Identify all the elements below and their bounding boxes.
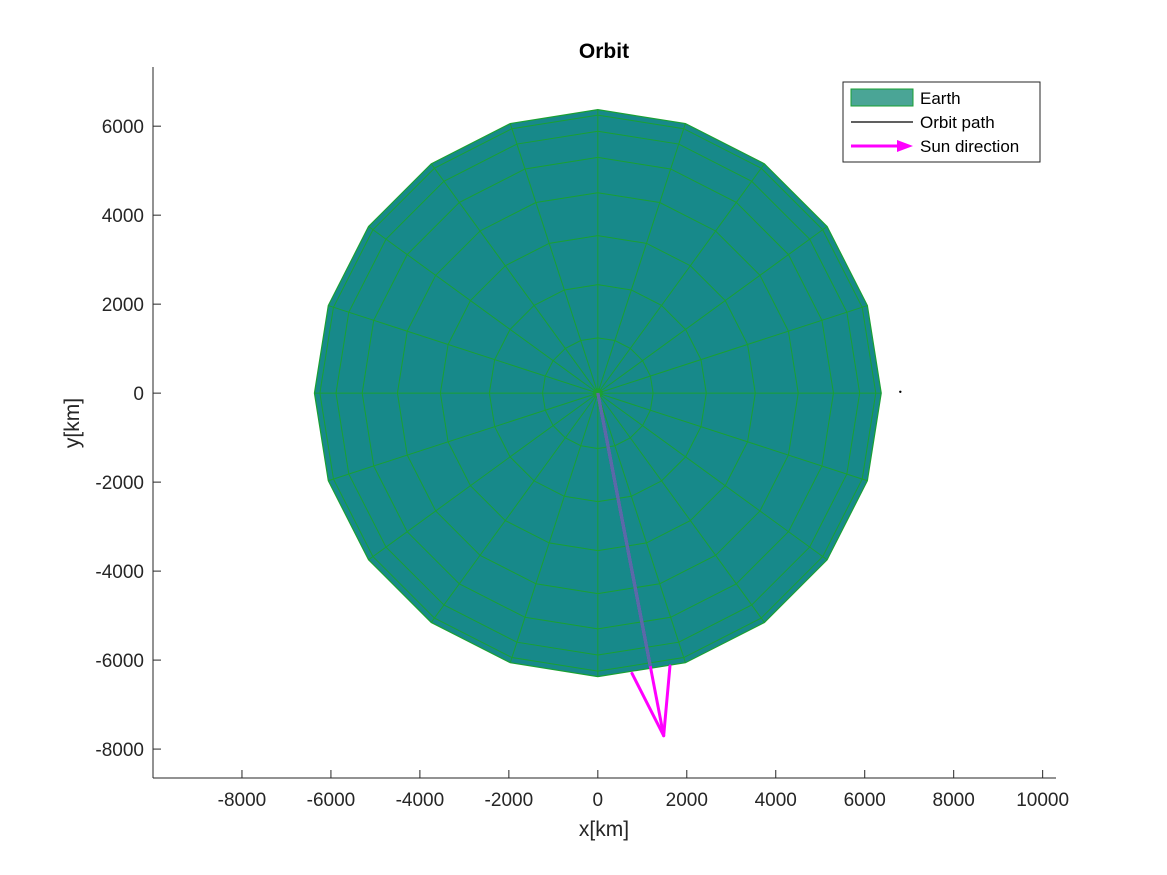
x-axis-label: x[km]	[579, 818, 629, 841]
x-tick-label: 6000	[844, 790, 886, 811]
orbit-path-line	[899, 390, 902, 393]
legend-earth-label: Earth	[920, 89, 961, 108]
earth-meridian	[430, 392, 599, 623]
earth-meridian	[597, 163, 765, 394]
earth-meridian	[509, 392, 599, 663]
earth-meridian	[430, 163, 599, 394]
legend-earth-swatch	[850, 88, 914, 107]
earth-meridian	[597, 392, 686, 663]
earth-meridian	[509, 123, 599, 394]
sun-arrow-head-right	[662, 664, 672, 738]
earth-meridian	[597, 392, 765, 623]
x-tick-label: 0	[593, 790, 604, 811]
legend-orbit-label: Orbit path	[920, 113, 995, 132]
y-tick-label: 6000	[102, 117, 144, 138]
legend-sun-label: Sun direction	[920, 137, 1019, 156]
earth-meridian	[597, 226, 828, 394]
earth-meridian	[328, 392, 598, 482]
earth-meridian	[597, 392, 868, 482]
x-tick-label: 4000	[755, 790, 797, 811]
y-axis-label: y[km]	[61, 398, 84, 448]
y-tick-label: -2000	[95, 473, 144, 494]
axes: -8000 -6000 -4000 -2000 0 2000 4000 6000 8000 100…	[95, 67, 1069, 811]
y-tick-label: 0	[133, 384, 144, 405]
x-tick-label: -6000	[307, 790, 356, 811]
earth-meridian	[597, 305, 868, 394]
earth-meridian	[597, 123, 686, 394]
y-tick-label: -4000	[95, 562, 144, 583]
y-tick-label: 2000	[102, 295, 144, 316]
earth-meridian	[597, 392, 828, 561]
sun-arrow-shaft-hidden	[596, 392, 652, 667]
earth-meridian	[328, 305, 598, 394]
earth-sphere	[313, 109, 882, 678]
sun-arrow-head-left	[630, 671, 666, 738]
legend-sun-head	[897, 140, 913, 152]
y-tick-label: 4000	[102, 206, 144, 227]
x-tick-label: -4000	[396, 790, 445, 811]
x-tick-label: 2000	[666, 790, 708, 811]
earth-meridian	[368, 226, 599, 394]
sun-direction-arrow	[596, 392, 672, 738]
orbit-path-point	[899, 390, 902, 393]
x-tick-label: -8000	[218, 790, 267, 811]
y-tick-label: -8000	[95, 740, 144, 761]
legend-sun-swatch	[851, 140, 913, 152]
x-tick-label: 10000	[1016, 790, 1069, 811]
x-tick-label: -2000	[485, 790, 534, 811]
y-tick-label: -6000	[95, 651, 144, 672]
chart-title: Orbit	[579, 40, 629, 63]
x-tick-label: 8000	[933, 790, 975, 811]
earth-meridian	[368, 392, 599, 561]
legend: Earth Orbit path Sun direction	[842, 81, 1041, 163]
